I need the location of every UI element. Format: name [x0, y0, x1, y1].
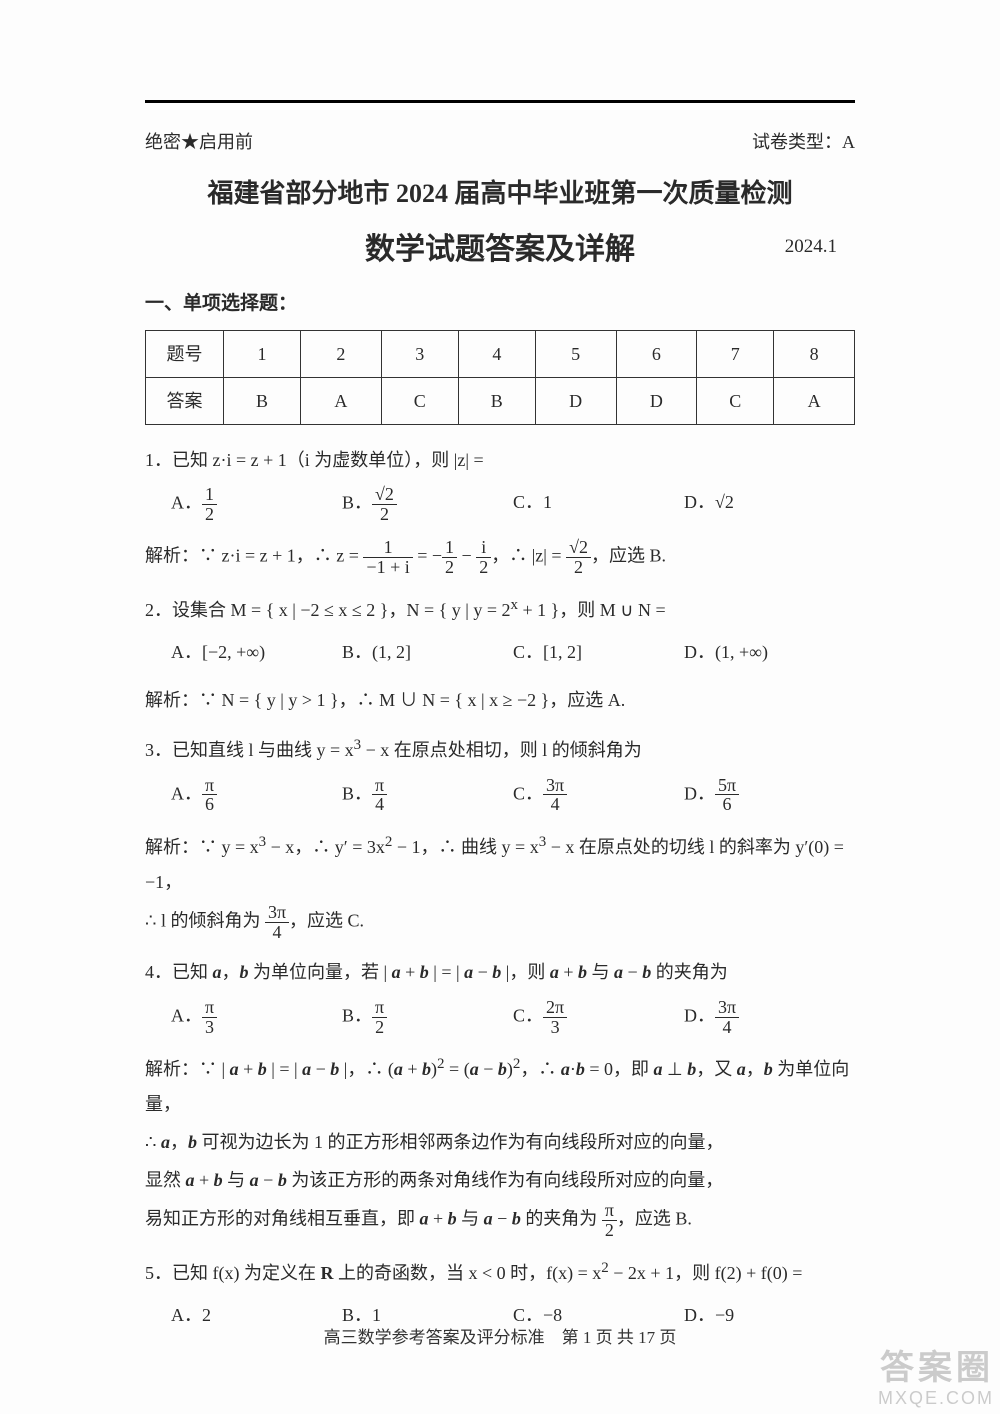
answer-cell: A — [301, 377, 382, 424]
question-1-options: A．12 B．√22 C．1 D．√2 — [171, 485, 855, 524]
question-3-explanation-2: ∴ l 的倾斜角为 3π4，应选 C. — [145, 903, 855, 942]
question-1-stem: 1．已知 z·i = z + 1（i 为虚数单位），则 |z| = — [145, 443, 855, 477]
question-2-options: A．[−2, +∞) B．(1, 2] C．[1, 2] D．(1, +∞) — [171, 635, 855, 669]
option-a: A．[−2, +∞) — [171, 635, 342, 669]
col-num: 4 — [458, 330, 535, 377]
title-sub-text: 数学试题答案及详解 — [365, 233, 635, 266]
option-b: B．√22 — [342, 485, 513, 524]
watermark-line-1: 答案圈 — [878, 1348, 994, 1389]
paper-type: 试卷类型：A — [752, 125, 855, 159]
question-3-stem: 3．已知直线 l 与曲线 y = x3 − x 在原点处相切，则 l 的倾斜角为 — [145, 731, 855, 767]
title-sub: 数学试题答案及详解 2024.1 — [145, 221, 855, 278]
col-num: 7 — [697, 330, 774, 377]
option-c: C．[1, 2] — [513, 635, 684, 669]
row-label: 题号 — [146, 330, 224, 377]
option-b: B．π2 — [342, 998, 513, 1037]
row-label: 答案 — [146, 377, 224, 424]
option-c: C．3π4 — [513, 776, 684, 815]
question-4-explanation-4: 易知正方形的对角线相互垂直，即 a + b 与 a − b 的夹角为 π2，应选… — [145, 1201, 855, 1240]
question-2-explanation: 解析：∵ N = { y | y > 1 }，∴ M ∪ N = { x | x… — [145, 683, 855, 717]
option-c: C．2π3 — [513, 998, 684, 1037]
header-line: 绝密★启用前 试卷类型：A — [145, 125, 855, 159]
answer-cell: A — [774, 377, 855, 424]
answer-cell: B — [458, 377, 535, 424]
page-footer: 高三数学参考答案及评分标准 第 1 页 共 17 页 — [0, 1322, 1000, 1354]
col-num: 8 — [774, 330, 855, 377]
col-num: 5 — [535, 330, 616, 377]
col-num: 1 — [223, 330, 300, 377]
answer-cell: C — [697, 377, 774, 424]
title-main: 福建省部分地市 2024 届高中毕业班第一次质量检测 — [145, 169, 855, 218]
table-row: 题号 1 2 3 4 5 6 7 8 — [146, 330, 855, 377]
option-a: A．12 — [171, 485, 342, 524]
question-3-options: A．π6 B．π4 C．3π4 D．5π6 — [171, 776, 855, 815]
option-a: A．π3 — [171, 998, 342, 1037]
option-c: C．1 — [513, 485, 684, 524]
answer-table: 题号 1 2 3 4 5 6 7 8 答案 B A C B D D C A — [145, 330, 855, 425]
answer-cell: B — [223, 377, 300, 424]
option-a: A．π6 — [171, 776, 342, 815]
section-1-head: 一、单项选择题： — [145, 286, 855, 322]
question-4-stem: 4．已知 a，b 为单位向量，若 | a + b | = | a − b |，则… — [145, 955, 855, 989]
answer-cell: D — [616, 377, 697, 424]
option-d: D．5π6 — [684, 776, 855, 815]
option-b: B．π4 — [342, 776, 513, 815]
question-4-explanation-3: 显然 a + b 与 a − b 为该正方形的两条对角线作为有向线段所对应的向量… — [145, 1163, 855, 1197]
top-rule — [145, 100, 855, 103]
title-date: 2024.1 — [785, 229, 837, 265]
watermark: 答案圈 MXQE.COM — [878, 1348, 994, 1410]
table-row: 答案 B A C B D D C A — [146, 377, 855, 424]
question-2-stem: 2．设集合 M = { x | −2 ≤ x ≤ 2 }，N = { y | y… — [145, 591, 855, 627]
option-d: D．(1, +∞) — [684, 635, 855, 669]
answer-cell: C — [381, 377, 458, 424]
option-d: D．√2 — [684, 485, 855, 524]
col-num: 2 — [301, 330, 382, 377]
col-num: 3 — [381, 330, 458, 377]
question-3-explanation: 解析：∵ y = x3 − x，∴ y′ = 3x2 − 1，∴ 曲线 y = … — [145, 828, 855, 898]
option-d: D．3π4 — [684, 998, 855, 1037]
question-4-explanation-2: ∴ a，b 可视为边长为 1 的正方形相邻两条边作为有向线段所对应的向量， — [145, 1125, 855, 1159]
watermark-line-2: MXQE.COM — [878, 1388, 994, 1410]
answer-cell: D — [535, 377, 616, 424]
secret-marker: 绝密★启用前 — [145, 125, 253, 159]
question-4-options: A．π3 B．π2 C．2π3 D．3π4 — [171, 998, 855, 1037]
question-1-explanation: 解析：∵ z·i = z + 1，∴ z = 1−1 + i = −12 − i… — [145, 538, 855, 577]
question-4-explanation: 解析：∵ | a + b | = | a − b |，∴ (a + b)2 = … — [145, 1050, 855, 1120]
option-b: B．(1, 2] — [342, 635, 513, 669]
question-5-stem: 5．已知 f(x) 为定义在 R 上的奇函数，当 x < 0 时，f(x) = … — [145, 1254, 855, 1290]
col-num: 6 — [616, 330, 697, 377]
exam-page: 绝密★启用前 试卷类型：A 福建省部分地市 2024 届高中毕业班第一次质量检测… — [0, 0, 1000, 1414]
